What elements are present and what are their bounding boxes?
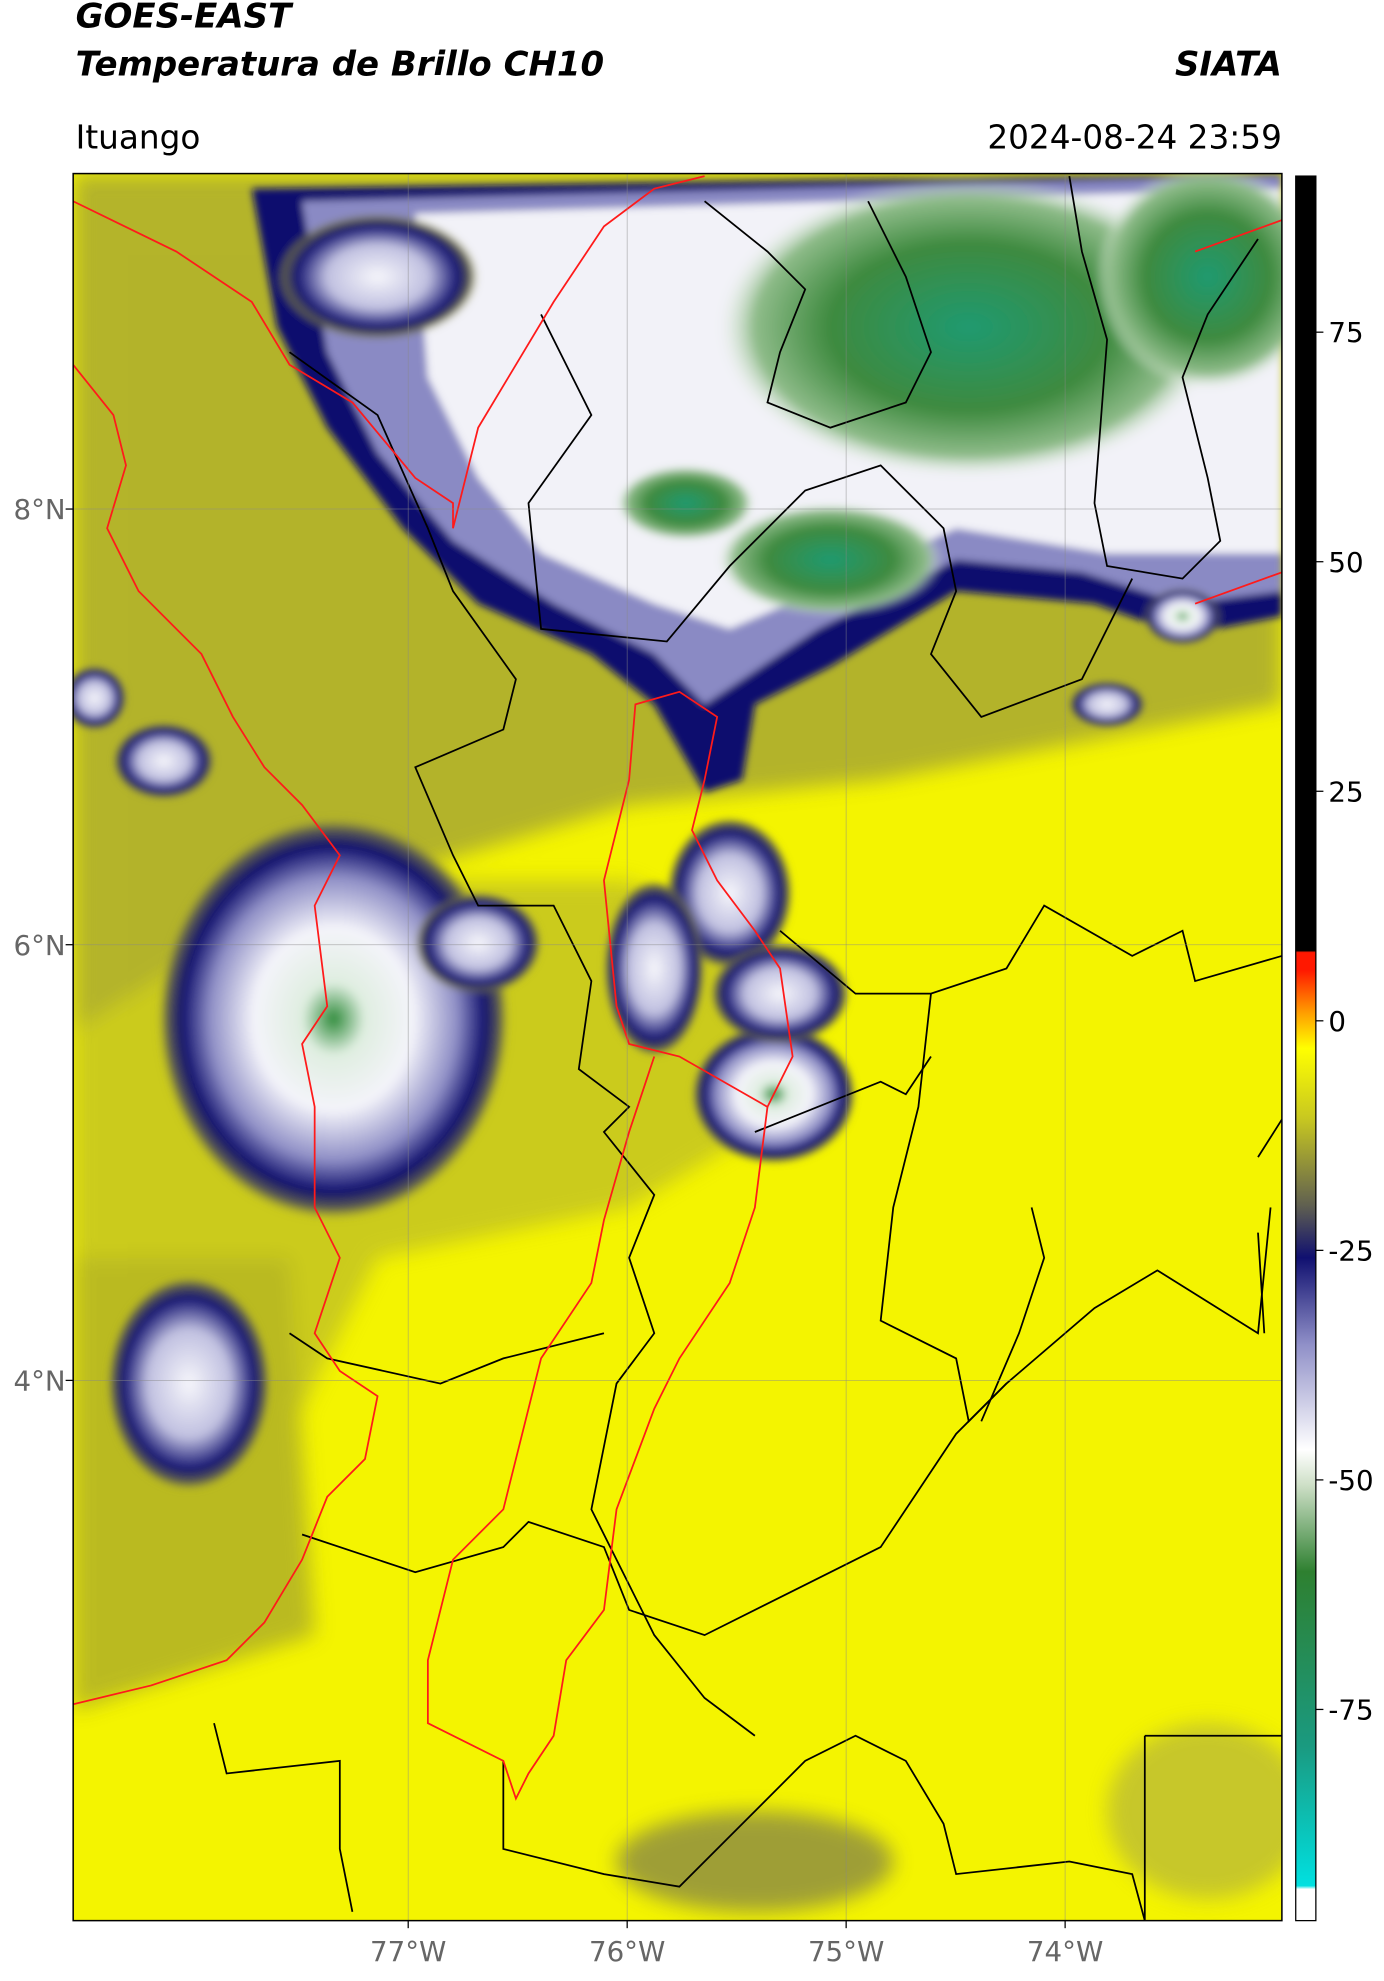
satellite-image: [73, 173, 1282, 1921]
colorbar: [1295, 175, 1317, 1922]
y-tick-label: 4°N: [14, 1364, 66, 1397]
x-tick-label: 77°W: [370, 1935, 446, 1968]
datetime: 2024-08-24 23:59: [987, 118, 1282, 156]
colorbar-tick-label: 25: [1328, 775, 1363, 808]
colorbar-tick-label: -75: [1328, 1694, 1373, 1727]
map-frame: [72, 172, 1283, 1922]
y-tick-label: 6°N: [14, 929, 66, 962]
brand: SIATA: [1175, 44, 1282, 84]
colorbar-tick-label: 0: [1328, 1005, 1346, 1038]
x-tick-label: 74°W: [1027, 1935, 1103, 1968]
x-tick-label: 75°W: [808, 1935, 884, 1968]
boundaries: [73, 175, 1282, 1801]
x-tick-label: 76°W: [589, 1935, 665, 1968]
colorbar-tick-label: -25: [1328, 1234, 1373, 1267]
y-tick-label: 8°N: [14, 493, 66, 526]
colorbar-tick-label: 50: [1328, 546, 1363, 579]
graticule: [73, 173, 1282, 1921]
title: GOES-EAST: [76, 0, 294, 37]
borders: [213, 175, 1282, 1921]
colorbar-tick-label: 75: [1328, 316, 1363, 349]
subtitle: Temperatura de Brillo CH10: [76, 44, 604, 84]
location: Ituango: [76, 118, 201, 156]
colorbar-tick-label: -50: [1328, 1464, 1373, 1497]
